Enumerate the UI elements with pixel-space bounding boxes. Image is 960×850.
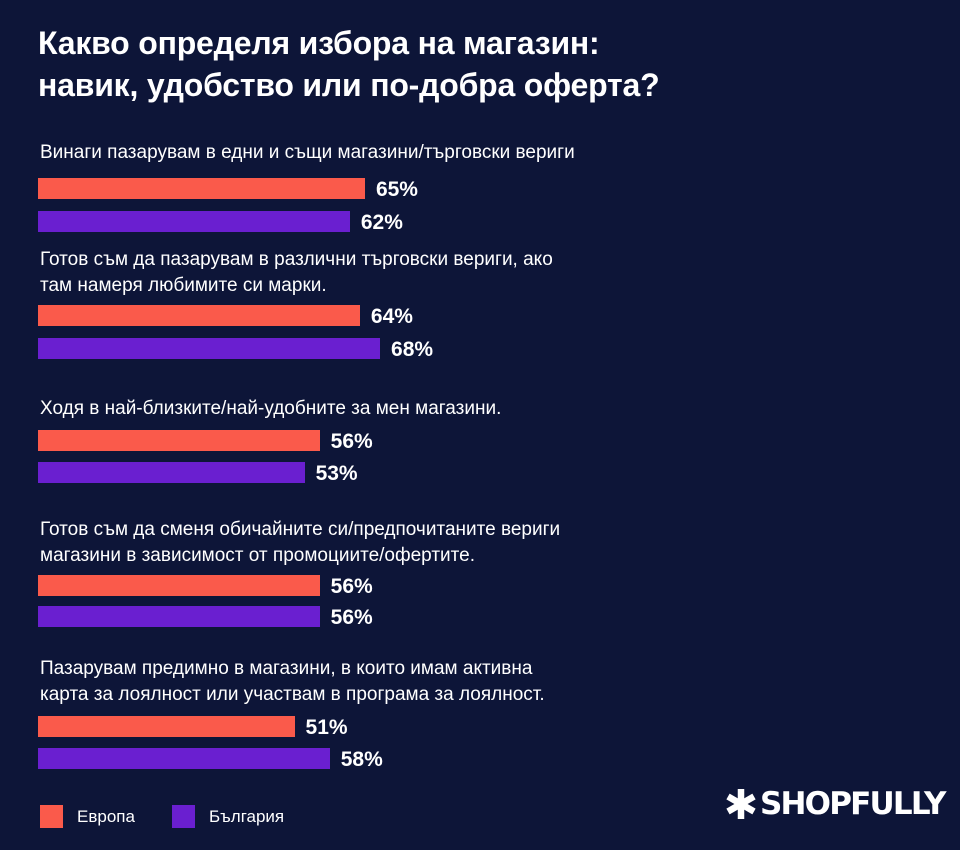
legend-label-bulgaria: България: [209, 806, 285, 826]
category-label-line: карта за лоялност или участвам в програм…: [40, 684, 545, 705]
bar-value-label-bulgaria: 58%: [340, 748, 383, 771]
category-label: Готов съм да сменя обичайните си/предпоч…: [40, 517, 640, 569]
shopfully-logo: SHOPFULLY: [724, 786, 946, 822]
category-label: Готов съм да пазарувам в различни търгов…: [40, 247, 640, 299]
category-label: Винаги пазарувам в едни и същи магазини/…: [40, 140, 640, 166]
category-label: Ходя в най-близките/най-удобните за мен …: [40, 396, 640, 422]
bar-bulgaria: [38, 748, 330, 769]
bar-value-label-bulgaria: 53%: [315, 462, 358, 485]
legend-item-bulgaria: България: [172, 805, 284, 828]
chart-title-line-1: Какво определя избора на магазин:: [38, 25, 600, 61]
category-label-line: Винаги пазарувам в едни и същи магазини/…: [40, 142, 575, 163]
asterisk-icon: [726, 789, 756, 819]
chart-title: Какво определя избора на магазин: навик,…: [38, 22, 918, 106]
bar-europe: [38, 716, 295, 737]
bar-bulgaria: [38, 606, 320, 627]
bar-value-label-europe: 51%: [305, 716, 348, 739]
bar-europe: [38, 575, 320, 596]
bar-bulgaria: [38, 211, 350, 232]
category-label-line: там намеря любимите си марки.: [40, 275, 327, 296]
bar-europe: [38, 430, 320, 451]
bar-value-label-europe: 64%: [370, 305, 413, 328]
bar-value-label-bulgaria: 68%: [391, 338, 434, 361]
category-label-line: Ходя в най-близките/най-удобните за мен …: [40, 398, 502, 419]
bar-bulgaria: [38, 338, 381, 359]
category-label-line: Пазарувам предимно в магазини, в които и…: [40, 658, 533, 679]
legend-label-europe: Европа: [77, 806, 135, 826]
bar-europe: [38, 305, 360, 326]
legend-item-europe: Европа: [40, 805, 135, 828]
bar-value-label-europe: 56%: [330, 575, 373, 598]
bar-europe: [38, 178, 365, 199]
bar-value-label-europe: 65%: [375, 178, 418, 201]
category-label-line: Готов съм да пазарувам в различни търгов…: [40, 249, 553, 270]
category-label: Пазарувам предимно в магазини, в които и…: [40, 656, 640, 708]
bar-value-label-bulgaria: 62%: [360, 211, 403, 234]
bar-bulgaria: [38, 462, 305, 483]
legend-swatch-bulgaria: [172, 805, 195, 828]
legend-swatch-europe: [40, 805, 63, 828]
category-label-line: магазини в зависимост от промоциите/офер…: [40, 545, 475, 566]
category-label-line: Готов съм да сменя обичайните си/предпоч…: [40, 519, 561, 540]
bar-value-label-europe: 56%: [330, 430, 373, 453]
chart-title-line-2: навик, удобство или по-добра оферта?: [38, 67, 660, 103]
logo-wordmark: SHOPFULLY: [760, 786, 946, 822]
bar-value-label-bulgaria: 56%: [330, 606, 373, 629]
